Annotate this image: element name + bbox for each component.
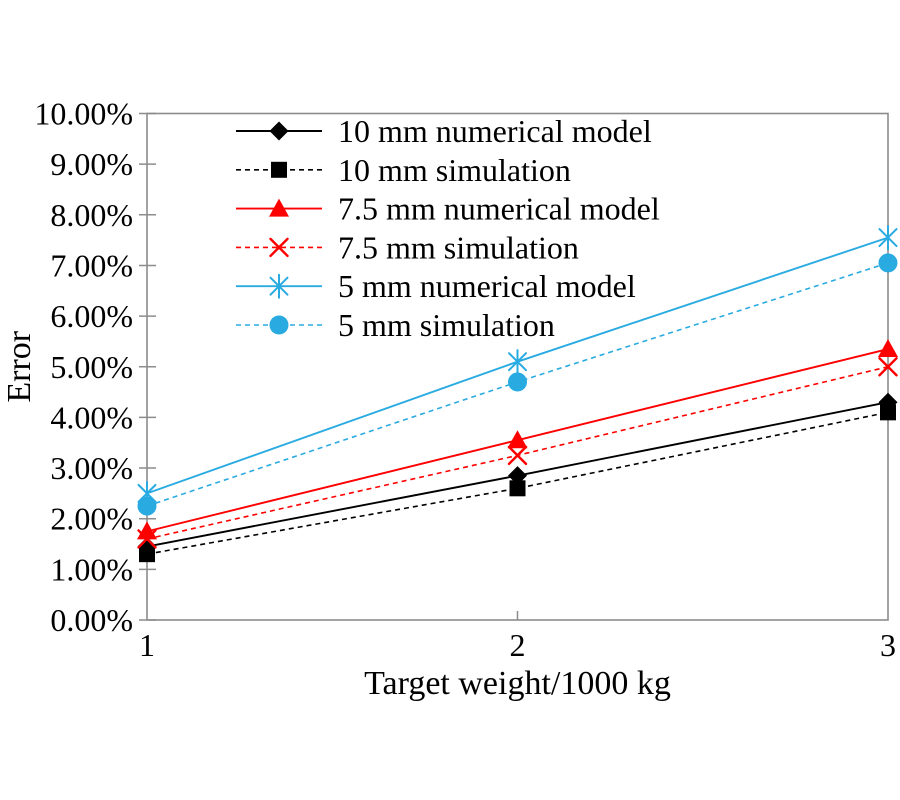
x-axis-tick-labels: 1 2 3 — [139, 627, 896, 663]
data-point-marker-asterisk — [878, 225, 898, 251]
data-point-marker-asterisk — [508, 349, 527, 375]
legend-item-10-mm-simulation: 10 mm simulation — [236, 152, 571, 188]
legend-marker-diamond — [269, 121, 289, 141]
y-tick-label-1.00%: 1.00% — [50, 551, 133, 587]
x-tick-label-3: 3 — [880, 627, 896, 663]
data-point-marker-circle — [508, 372, 527, 392]
y-tick-label-7.00%: 7.00% — [50, 247, 133, 283]
x-axis-title: Target weight/1000 kg — [364, 665, 671, 702]
y-tick-label-10.00%: 10.00% — [34, 96, 133, 132]
y-tick-label-5.00%: 5.00% — [50, 349, 133, 385]
series-line — [146, 365, 889, 540]
legend-item-7.5-mm-numerical-model: 7.5 mm numerical model — [236, 191, 660, 227]
data-point-marker-x — [507, 445, 528, 466]
data-point-marker-x — [137, 529, 157, 549]
series-5-mm-simulation — [137, 253, 898, 516]
series-10-mm-simulation — [139, 404, 896, 563]
x-tick-label-2: 2 — [510, 627, 526, 663]
data-point-marker-triangle — [507, 430, 528, 449]
legend-label: 10 mm numerical model — [338, 113, 652, 149]
legend-marker-square — [271, 161, 287, 178]
legend-marker-x — [269, 237, 289, 258]
data-point-marker-x — [878, 357, 898, 377]
data-point-marker-square — [880, 404, 896, 421]
y-tick-label-6.00%: 6.00% — [50, 298, 133, 334]
legend-label: 7.5 mm numerical model — [338, 191, 660, 227]
series-7.5-mm-simulation — [137, 357, 898, 549]
legend-item-5-mm-simulation: 5 mm simulation — [236, 307, 555, 343]
y-tick-label-4.00%: 4.00% — [50, 399, 133, 435]
y-tick-label-2.00%: 2.00% — [50, 501, 133, 537]
legend-label: 5 mm simulation — [338, 307, 555, 343]
series-10-mm-numerical-model — [137, 392, 898, 557]
legend-label: 5 mm numerical model — [338, 268, 636, 304]
y-axis-tick-labels: 0.00% 1.00% 2.00% 3.00% 4.00% 5.00% 6.00% 7.00%… — [34, 96, 133, 639]
y-axis-title: Error — [1, 330, 38, 402]
legend-label: 7.5 mm simulation — [338, 229, 579, 265]
y-tick-label-8.00%: 8.00% — [50, 197, 133, 233]
x-tick-label-1: 1 — [139, 627, 155, 663]
legend-marker-triangle — [269, 198, 289, 217]
legend-marker-asterisk — [269, 273, 289, 299]
y-tick-label-0.00%: 0.00% — [50, 602, 133, 638]
legend-marker-circle — [269, 315, 289, 335]
data-point-marker-square — [509, 480, 526, 497]
data-point-marker-circle — [137, 496, 157, 516]
legend-item-7.5-mm-simulation: 7.5 mm simulation — [236, 229, 579, 265]
data-point-marker-circle — [878, 253, 898, 273]
y-axis-ticks — [139, 112, 156, 621]
legend-item-5-mm-numerical-model: 5 mm numerical model — [236, 268, 636, 304]
data-point-marker-triangle — [878, 339, 898, 358]
y-tick-label-3.00%: 3.00% — [50, 450, 133, 486]
legend-item-10-mm-numerical-model: 10 mm numerical model — [236, 113, 652, 149]
data-point-marker-square — [139, 546, 155, 563]
y-tick-label-9.00%: 9.00% — [50, 146, 133, 182]
legend-label: 10 mm simulation — [338, 152, 571, 188]
